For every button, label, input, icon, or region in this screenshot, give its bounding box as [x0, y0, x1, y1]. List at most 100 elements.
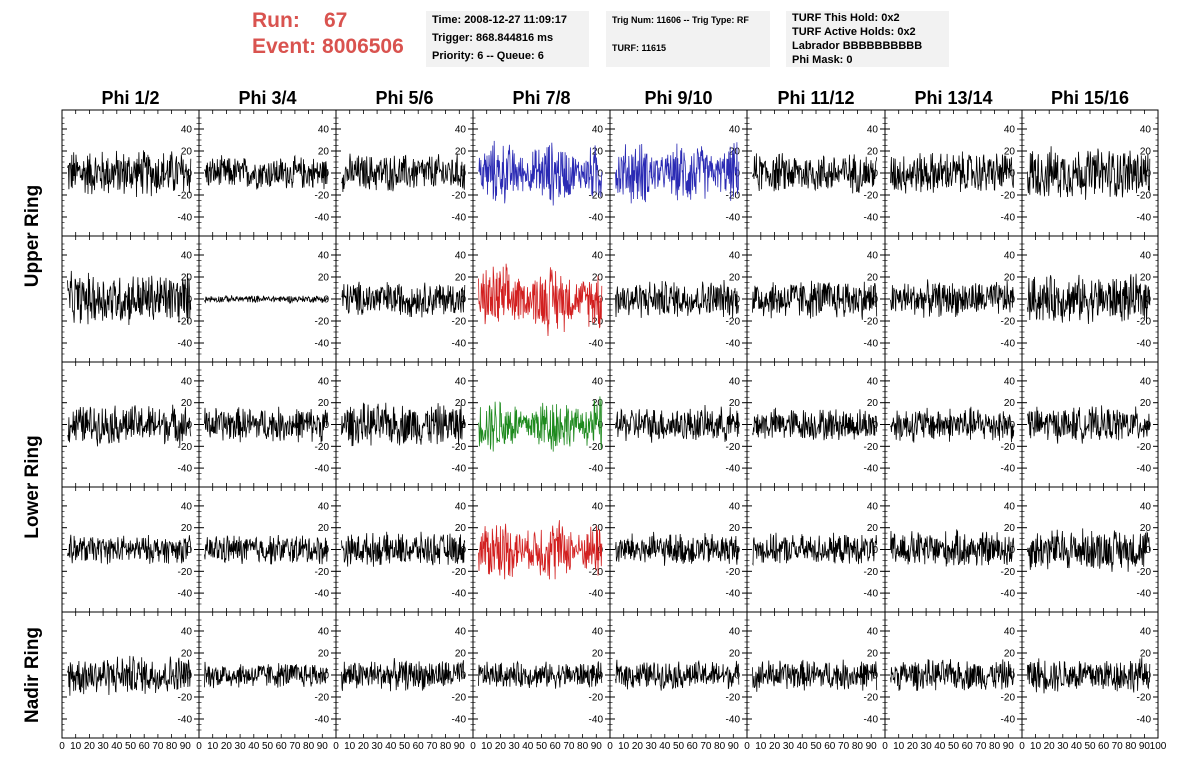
- column-title: Phi 7/8: [512, 88, 570, 108]
- y-tick-label: -40: [178, 339, 193, 350]
- waveform-trace: [204, 661, 328, 689]
- y-tick-label: -40: [315, 464, 330, 475]
- priority-text: Priority: 6 -- Queue: 6: [432, 50, 544, 62]
- y-tick-label: -20: [864, 317, 879, 328]
- waveform-trace: [478, 520, 603, 580]
- x-tick-label: 10: [70, 741, 82, 752]
- event-value: 8006506: [322, 35, 404, 58]
- x-tick-label: 20: [907, 741, 919, 752]
- y-tick-label: 20: [318, 273, 330, 284]
- y-tick-label: 0: [1009, 169, 1015, 180]
- y-tick-label: 40: [318, 627, 330, 638]
- y-tick-label: -20: [864, 191, 879, 202]
- y-tick-label: -20: [726, 693, 741, 704]
- run-value: 67: [324, 9, 348, 32]
- y-tick-label: 40: [181, 251, 193, 262]
- y-tick-label: -20: [1001, 191, 1016, 202]
- x-tick-label: 80: [989, 741, 1001, 752]
- y-tick-label: 20: [181, 273, 193, 284]
- x-tick-label: 20: [84, 741, 96, 752]
- y-tick-label: 40: [867, 251, 879, 262]
- y-tick-label: 40: [729, 376, 741, 387]
- waveform-trace: [890, 659, 1015, 691]
- y-tick-label: 0: [597, 169, 603, 180]
- waveform-trace: [1027, 405, 1151, 444]
- y-tick-label: 40: [1140, 251, 1152, 262]
- x-tick-label: 50: [262, 741, 274, 752]
- y-tick-label: 20: [1004, 147, 1016, 158]
- y-tick-label: -40: [178, 589, 193, 600]
- y-tick-label: -20: [315, 317, 330, 328]
- y-tick-label: 20: [729, 273, 741, 284]
- waveform-trace: [67, 534, 192, 565]
- y-tick-label: 40: [592, 376, 604, 387]
- waveform-trace: [890, 406, 1015, 443]
- waveform-trace: [1027, 273, 1151, 325]
- y-tick-label: 40: [1140, 627, 1152, 638]
- x-tick-label: 10: [893, 741, 905, 752]
- waveform-trace: [1027, 657, 1151, 694]
- column-title: Phi 15/16: [1051, 88, 1129, 108]
- waveform-trace: [341, 153, 466, 193]
- y-tick-label: -20: [589, 317, 604, 328]
- x-tick-label: 90: [317, 741, 329, 752]
- y-tick-label: -40: [589, 464, 604, 475]
- waveform-trace: [478, 263, 603, 337]
- y-tick-label: 20: [181, 398, 193, 409]
- y-tick-label: 40: [455, 251, 467, 262]
- waveform-trace: [615, 659, 740, 691]
- y-tick-label: 40: [1004, 251, 1016, 262]
- y-tick-label: -20: [726, 317, 741, 328]
- y-tick-label: -20: [178, 442, 193, 453]
- waveform-trace: [752, 280, 878, 320]
- x-tick-label: 30: [1057, 741, 1069, 752]
- x-tick-label: 90: [1139, 741, 1151, 752]
- column-title: Phi 11/12: [777, 88, 854, 108]
- x-tick-label: 30: [235, 741, 247, 752]
- x-tick-label: 20: [1044, 741, 1056, 752]
- y-tick-label: 20: [455, 523, 467, 534]
- y-tick-label: -20: [1001, 693, 1016, 704]
- waveform-trace: [752, 407, 878, 441]
- y-tick-label: -20: [452, 693, 467, 704]
- y-tick-label: -20: [726, 442, 741, 453]
- y-tick-label: 40: [181, 376, 193, 387]
- x-tick-label: 0: [1019, 741, 1025, 752]
- y-tick-label: -40: [864, 464, 879, 475]
- x-tick-label: 70: [152, 741, 164, 752]
- column-title: Phi 3/4: [238, 88, 296, 108]
- y-tick-label: 20: [455, 147, 467, 158]
- y-tick-label: -20: [1001, 442, 1016, 453]
- turf-hold-text: TURF This Hold: 0x2: [792, 12, 900, 24]
- y-tick-label: -40: [589, 589, 604, 600]
- x-tick-label: 30: [98, 741, 110, 752]
- y-tick-label: 40: [318, 125, 330, 136]
- y-tick-label: 20: [1004, 273, 1016, 284]
- run-label: Run:: [252, 9, 300, 32]
- waveform-trace: [1027, 146, 1151, 200]
- waveform-trace: [615, 531, 740, 566]
- y-tick-label: -20: [589, 442, 604, 453]
- x-tick-label: 0: [607, 741, 613, 752]
- y-tick-label: 20: [592, 147, 604, 158]
- x-tick-label: 40: [659, 741, 671, 752]
- y-tick-label: 20: [318, 649, 330, 660]
- x-tick-label: 70: [1112, 741, 1124, 752]
- x-tick-label: 70: [838, 741, 850, 752]
- x-tick-label: 90: [1003, 741, 1015, 752]
- y-tick-label: -20: [1137, 442, 1152, 453]
- y-tick-label: 40: [1004, 376, 1016, 387]
- turf-active-text: TURF Active Holds: 0x2: [792, 26, 916, 38]
- y-tick-label: 40: [455, 627, 467, 638]
- y-tick-label: -20: [178, 317, 193, 328]
- waveform-trace: [478, 140, 603, 206]
- x-tick-label: 0: [59, 741, 65, 752]
- y-tick-label: 20: [867, 649, 879, 660]
- ring-label: Lower Ring: [22, 435, 43, 538]
- y-tick-label: -20: [315, 567, 330, 578]
- y-tick-label: 20: [1140, 147, 1152, 158]
- y-tick-label: 20: [729, 523, 741, 534]
- turf-info-box: TURF This Hold: 0x2 TURF Active Holds: 0…: [786, 11, 949, 67]
- y-tick-label: 20: [729, 649, 741, 660]
- y-tick-label: -20: [864, 567, 879, 578]
